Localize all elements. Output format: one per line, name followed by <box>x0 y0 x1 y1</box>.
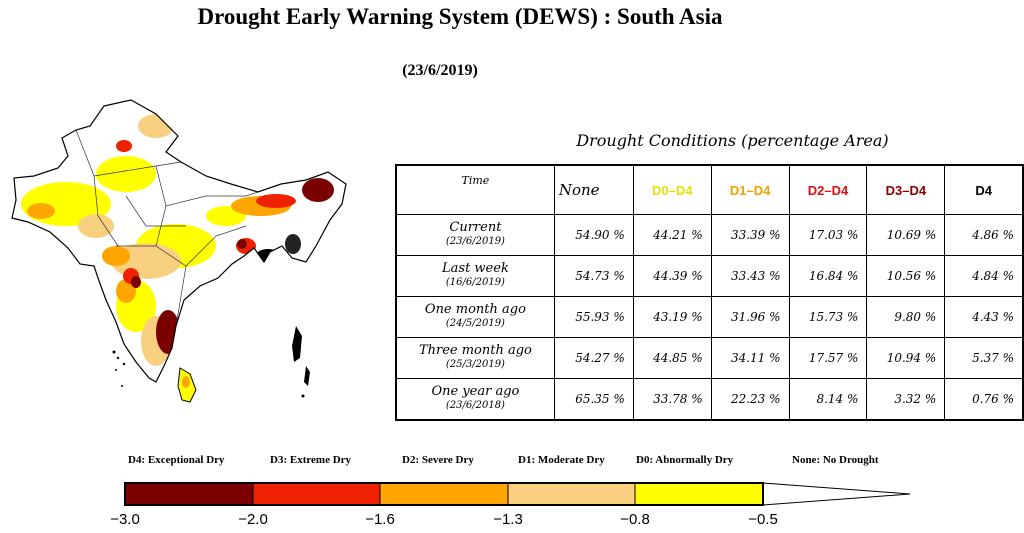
row-date: (23/6/2018) <box>445 400 505 411</box>
color-swatch-d1 <box>507 482 636 506</box>
color-swatch-d3 <box>252 482 381 506</box>
row-label: Three month ago <box>418 343 532 358</box>
legend-label-d4: D4: Exceptional Dry <box>128 454 225 466</box>
tick-label: −0.5 <box>748 511 778 528</box>
page-title: Drought Early Warning System (DEWS) : So… <box>197 4 723 29</box>
cell-d4: 5.37 % <box>944 337 1024 379</box>
cell-d1-d4: 34.11 % <box>710 337 790 379</box>
color-swatch-d2 <box>379 482 509 506</box>
tick-label: −1.6 <box>365 511 395 528</box>
cell-d2-d4: 15.73 % <box>788 296 868 338</box>
row-time: Current (23/6/2019) <box>395 214 555 256</box>
legend-label-none: None: No Drought <box>792 454 879 466</box>
cell-d2-d4: 17.03 % <box>788 214 868 256</box>
legend-labels: D4: Exceptional Dry D3: Extreme Dry D2: … <box>0 454 1024 470</box>
row-label: One month ago <box>424 302 526 317</box>
col-header-time: Time <box>395 164 555 215</box>
row-time: Three month ago (25/3/2019) <box>395 337 555 379</box>
row-label: One year ago <box>431 384 520 399</box>
row-time: One year ago (23/6/2018) <box>395 378 555 421</box>
table-row: One month ago (24/5/2019) 55.93 % 43.19 %… <box>395 296 1024 338</box>
cell-none: 55.93 % <box>553 296 634 338</box>
cell-d3-d4: 3.32 % <box>866 378 946 421</box>
date-label: (23/6/2019) <box>402 62 478 79</box>
table-header-row: Time None D0–D4 D1–D4 D2–D4 D3–D4 D4 <box>395 164 1024 215</box>
col-header-d0-d4: D0–D4 <box>632 164 712 215</box>
tick-label: −0.8 <box>620 511 650 528</box>
color-swatch-d4 <box>124 482 254 506</box>
tick-label: −2.0 <box>238 511 268 528</box>
cell-d3-d4: 10.94 % <box>866 337 946 379</box>
col-header-none: None <box>553 164 634 215</box>
row-date: (24/5/2019) <box>445 318 505 329</box>
color-scale-ticks: −3.0 −2.0 −1.6 −1.3 −0.8 −0.5 <box>0 511 1024 531</box>
cell-d3-d4: 10.69 % <box>866 214 946 256</box>
color-scale-bar <box>124 482 911 506</box>
color-swatch-d0 <box>634 482 764 506</box>
table-row: Last week (16/6/2019) 54.73 % 44.39 % 33.… <box>395 255 1024 297</box>
cell-d0-d4: 44.85 % <box>632 337 712 379</box>
col-header-d3-d4: D3–D4 <box>866 164 946 215</box>
cell-d4: 0.76 % <box>944 378 1024 421</box>
cell-d0-d4: 43.19 % <box>632 296 712 338</box>
cell-d4: 4.84 % <box>944 255 1024 297</box>
legend-label-d0: D0: Abnormally Dry <box>636 454 734 466</box>
col-header-d1-d4: D1–D4 <box>710 164 790 215</box>
cell-d1-d4: 33.39 % <box>710 214 790 256</box>
cell-none: 54.90 % <box>553 214 634 256</box>
col-header-d2-d4: D2–D4 <box>788 164 868 215</box>
row-date: (23/6/2019) <box>445 236 505 247</box>
cell-d2-d4: 8.14 % <box>788 378 868 421</box>
row-time: Last week (16/6/2019) <box>395 255 555 297</box>
table-row: Current (23/6/2019) 54.90 % 44.21 % 33.39… <box>395 214 1024 256</box>
cell-d4: 4.86 % <box>944 214 1024 256</box>
cell-none: 54.73 % <box>553 255 634 297</box>
cell-d3-d4: 9.80 % <box>866 296 946 338</box>
cell-d1-d4: 31.96 % <box>710 296 790 338</box>
cell-d2-d4: 17.57 % <box>788 337 868 379</box>
cell-d1-d4: 33.43 % <box>710 255 790 297</box>
cell-d0-d4: 44.39 % <box>632 255 712 297</box>
cell-d2-d4: 16.84 % <box>788 255 868 297</box>
row-label: Last week <box>442 261 509 276</box>
table-row: Three month ago (25/3/2019) 54.27 % 44.85… <box>395 337 1024 379</box>
cell-none: 65.35 % <box>553 378 634 421</box>
cell-d1-d4: 22.23 % <box>710 378 790 421</box>
color-swatch-none <box>762 482 911 506</box>
tick-label: −3.0 <box>110 511 140 528</box>
row-time: One month ago (24/5/2019) <box>395 296 555 338</box>
row-date: (25/3/2019) <box>445 359 505 370</box>
drought-map <box>11 99 347 403</box>
col-header-d4: D4 <box>944 164 1024 215</box>
legend-label-d1: D1: Moderate Dry <box>518 454 605 466</box>
cell-d3-d4: 10.56 % <box>866 255 946 297</box>
legend-label-d3: D3: Extreme Dry <box>270 454 352 466</box>
row-date: (16/6/2019) <box>445 277 505 288</box>
table-row: One year ago (23/6/2018) 65.35 % 33.78 % … <box>395 378 1024 421</box>
legend-label-d2: D2: Severe Dry <box>402 454 474 466</box>
drought-table: Time None D0–D4 D1–D4 D2–D4 D3–D4 D4 Cur… <box>395 164 1024 421</box>
cell-d0-d4: 33.78 % <box>632 378 712 421</box>
table-caption: Drought Conditions (percentage Area) <box>576 131 889 150</box>
tick-label: −1.3 <box>493 511 523 528</box>
cell-none: 54.27 % <box>553 337 634 379</box>
cell-d4: 4.43 % <box>944 296 1024 338</box>
cell-d0-d4: 44.21 % <box>632 214 712 256</box>
row-label: Current <box>449 220 502 235</box>
